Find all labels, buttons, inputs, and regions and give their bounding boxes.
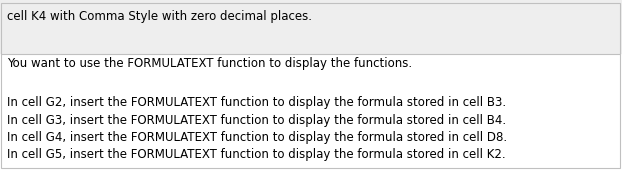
Text: You want to use the FORMULATEXT function to display the functions.: You want to use the FORMULATEXT function…	[7, 57, 412, 70]
Text: In cell G4, insert the FORMULATEXT function to display the formula stored in cel: In cell G4, insert the FORMULATEXT funct…	[7, 131, 508, 144]
Text: In cell G2, insert the FORMULATEXT function to display the formula stored in cel: In cell G2, insert the FORMULATEXT funct…	[7, 96, 506, 109]
Text: cell K4 with Comma Style with zero decimal places.: cell K4 with Comma Style with zero decim…	[7, 10, 312, 23]
Text: In cell G3, insert the FORMULATEXT function to display the formula stored in cel: In cell G3, insert the FORMULATEXT funct…	[7, 114, 506, 127]
FancyBboxPatch shape	[0, 0, 622, 54]
Text: In cell G5, insert the FORMULATEXT function to display the formula stored in cel: In cell G5, insert the FORMULATEXT funct…	[7, 148, 506, 162]
FancyBboxPatch shape	[0, 54, 622, 170]
